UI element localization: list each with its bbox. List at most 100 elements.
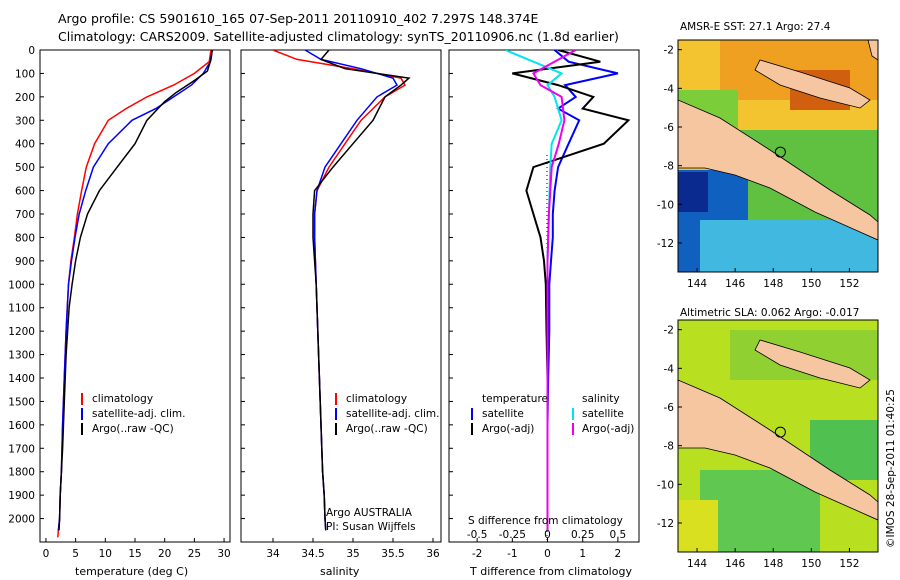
map-y-tick-label: -12 (657, 238, 674, 250)
salinity-xlabel: salinity (320, 565, 360, 578)
map-y-tick-label: -12 (657, 518, 674, 530)
series-line-satellite-adj-clim- (57, 50, 213, 531)
series-line-climatology (57, 50, 212, 538)
sst-map-frame (677, 39, 879, 273)
sst-coldest (678, 172, 708, 212)
argo-pi-label: PI: Susan Wijffels (326, 521, 416, 533)
depth-tick-label: 700 (15, 209, 35, 221)
map-x-tick-label: 152 (839, 278, 859, 290)
x-tick-label: 30 (217, 548, 230, 560)
depth-tick-label: 1400 (8, 373, 35, 385)
x-tick-label: 1 (579, 548, 586, 560)
depth-tick-label: 1800 (8, 467, 35, 479)
new-ireland (867, 40, 878, 61)
map-y-tick-label: -4 (664, 83, 675, 95)
s-tick-label: 0.25 (571, 529, 594, 541)
map-x-tick-label: 150 (801, 558, 821, 570)
sal-legend-satellite: satellite-adj. clim. (346, 408, 439, 420)
sla-map-frame (677, 319, 879, 553)
sla-patch-4 (678, 500, 718, 552)
salinity-panel-frame (240, 49, 442, 543)
x-tick-label: 34 (266, 548, 280, 560)
depth-tick-label: 200 (15, 92, 35, 104)
depth-tick-label: 1000 (8, 279, 35, 291)
x-tick-label: 35 (346, 548, 359, 560)
new-britain (754, 59, 871, 109)
x-tick-label: -2 (472, 548, 482, 560)
difference-series (504, 50, 631, 531)
map-y-tick-label: -2 (664, 45, 674, 57)
depth-tick-label: 1200 (8, 326, 35, 338)
map-y-tick-label: -8 (664, 161, 674, 173)
new-britain (754, 339, 871, 389)
map-y-tick-label: -8 (664, 441, 674, 453)
depth-tick-label: 1300 (8, 350, 35, 362)
map-x-tick-label: 150 (801, 278, 821, 290)
map-x-tick-label: 144 (687, 558, 707, 570)
depth-tick-label: 300 (15, 115, 35, 127)
x-tick-label: 34.5 (301, 548, 324, 560)
diff-line-temperature-satellite (546, 50, 619, 531)
map-x-tick-label: 146 (725, 278, 745, 290)
depth-tick-label: 1900 (8, 490, 35, 502)
series-line-satellite-adj-clim- (304, 50, 399, 531)
temp-legend-climatology: climatology (92, 393, 153, 405)
map-y-tick-label: -10 (657, 199, 674, 211)
temperature-legend: climatology satellite-adj. clim. Argo(..… (81, 393, 185, 435)
salinity-legend: climatology satellite-adj. clim. Argo(..… (335, 393, 439, 435)
sal-legend-climatology: climatology (346, 393, 407, 405)
x-tick-label: 25 (188, 548, 201, 560)
float-position-marker (774, 146, 786, 158)
x-tick-label: 5 (72, 548, 79, 560)
temperature-x-axis: 0 5 10 15 20 25 30 (43, 538, 231, 560)
diff-line-temperature-argo-adj- (512, 50, 631, 531)
series-line-argo-raw-qc- (58, 50, 213, 531)
t-difference-label: T difference from climatology (469, 565, 632, 578)
depth-tick-label: 2000 (8, 514, 35, 526)
map-y-tick-label: -4 (664, 363, 675, 375)
imos-watermark: ©IMOS 28-Sep-2011 01:40:25 (885, 389, 897, 548)
temp-legend-argo: Argo(..raw -QC) (92, 423, 174, 435)
legend-temperature-heading: temperature (482, 393, 548, 405)
depth-tick-label: 100 (15, 68, 35, 80)
sla-map-axes: 144 146 148 150 152 -2 -4 -6 -8 -10 -12 (657, 325, 860, 570)
sla-map-title: Altimetric SLA: 0.062 Argo: -0.017 (680, 307, 859, 319)
s-difference-label: S difference from climatology (468, 515, 623, 527)
map-y-tick-label: -2 (664, 325, 674, 337)
sal-legend-argo: Argo(..raw -QC) (346, 423, 428, 435)
argo-program-label: Argo AUSTRALIA (326, 507, 413, 519)
title-line-2: Climatology: CARS2009. Satellite-adjuste… (58, 29, 619, 44)
depth-tick-label: 600 (15, 186, 35, 198)
x-tick-label: 35.5 (381, 548, 404, 560)
depth-tick-label: 900 (15, 256, 35, 268)
depth-tick-label: 400 (15, 139, 35, 151)
depth-tick-label: 1600 (8, 420, 35, 432)
depth-tick-label: 0 (28, 45, 35, 57)
x-tick-label: 0 (544, 548, 551, 560)
x-tick-label: 2 (615, 548, 622, 560)
float-position-marker (774, 426, 786, 438)
s-tick-label: 0.5 (610, 529, 627, 541)
sla-map (678, 320, 878, 552)
sst-map (678, 40, 878, 272)
title-line-1: Argo profile: CS 5901610_165 07-Sep-2011… (58, 11, 538, 26)
map-y-tick-label: -10 (657, 479, 674, 491)
salinity-x-axis: 34 34.5 35 35.5 36 (266, 538, 440, 560)
map-x-tick-label: 146 (725, 558, 745, 570)
legend-t-argo: Argo(-adj) (482, 423, 534, 435)
salinity-series (272, 50, 411, 531)
series-line-climatology (272, 50, 407, 531)
x-tick-label: 20 (158, 548, 171, 560)
diff-line-salinity-argo-adj- (532, 50, 577, 531)
legend-s-argo: Argo(-adj) (582, 423, 634, 435)
s-tick-label: -0.5 (467, 529, 488, 541)
depth-tick-label: 500 (15, 162, 35, 174)
sst-map-title: AMSR-E SST: 27.1 Argo: 27.4 (680, 21, 831, 33)
depth-tick-label: 1500 (8, 396, 35, 408)
map-x-tick-label: 148 (763, 278, 783, 290)
depth-axis: 0 100 200 300 400 500 600 700 800 900 1000 1100 1200… (8, 45, 453, 526)
temperature-xlabel: temperature (deg C) (75, 565, 188, 578)
legend-s-satellite: satellite (582, 408, 624, 420)
x-tick-label: 36 (426, 548, 440, 560)
series-line-argo-raw-qc- (312, 50, 411, 531)
